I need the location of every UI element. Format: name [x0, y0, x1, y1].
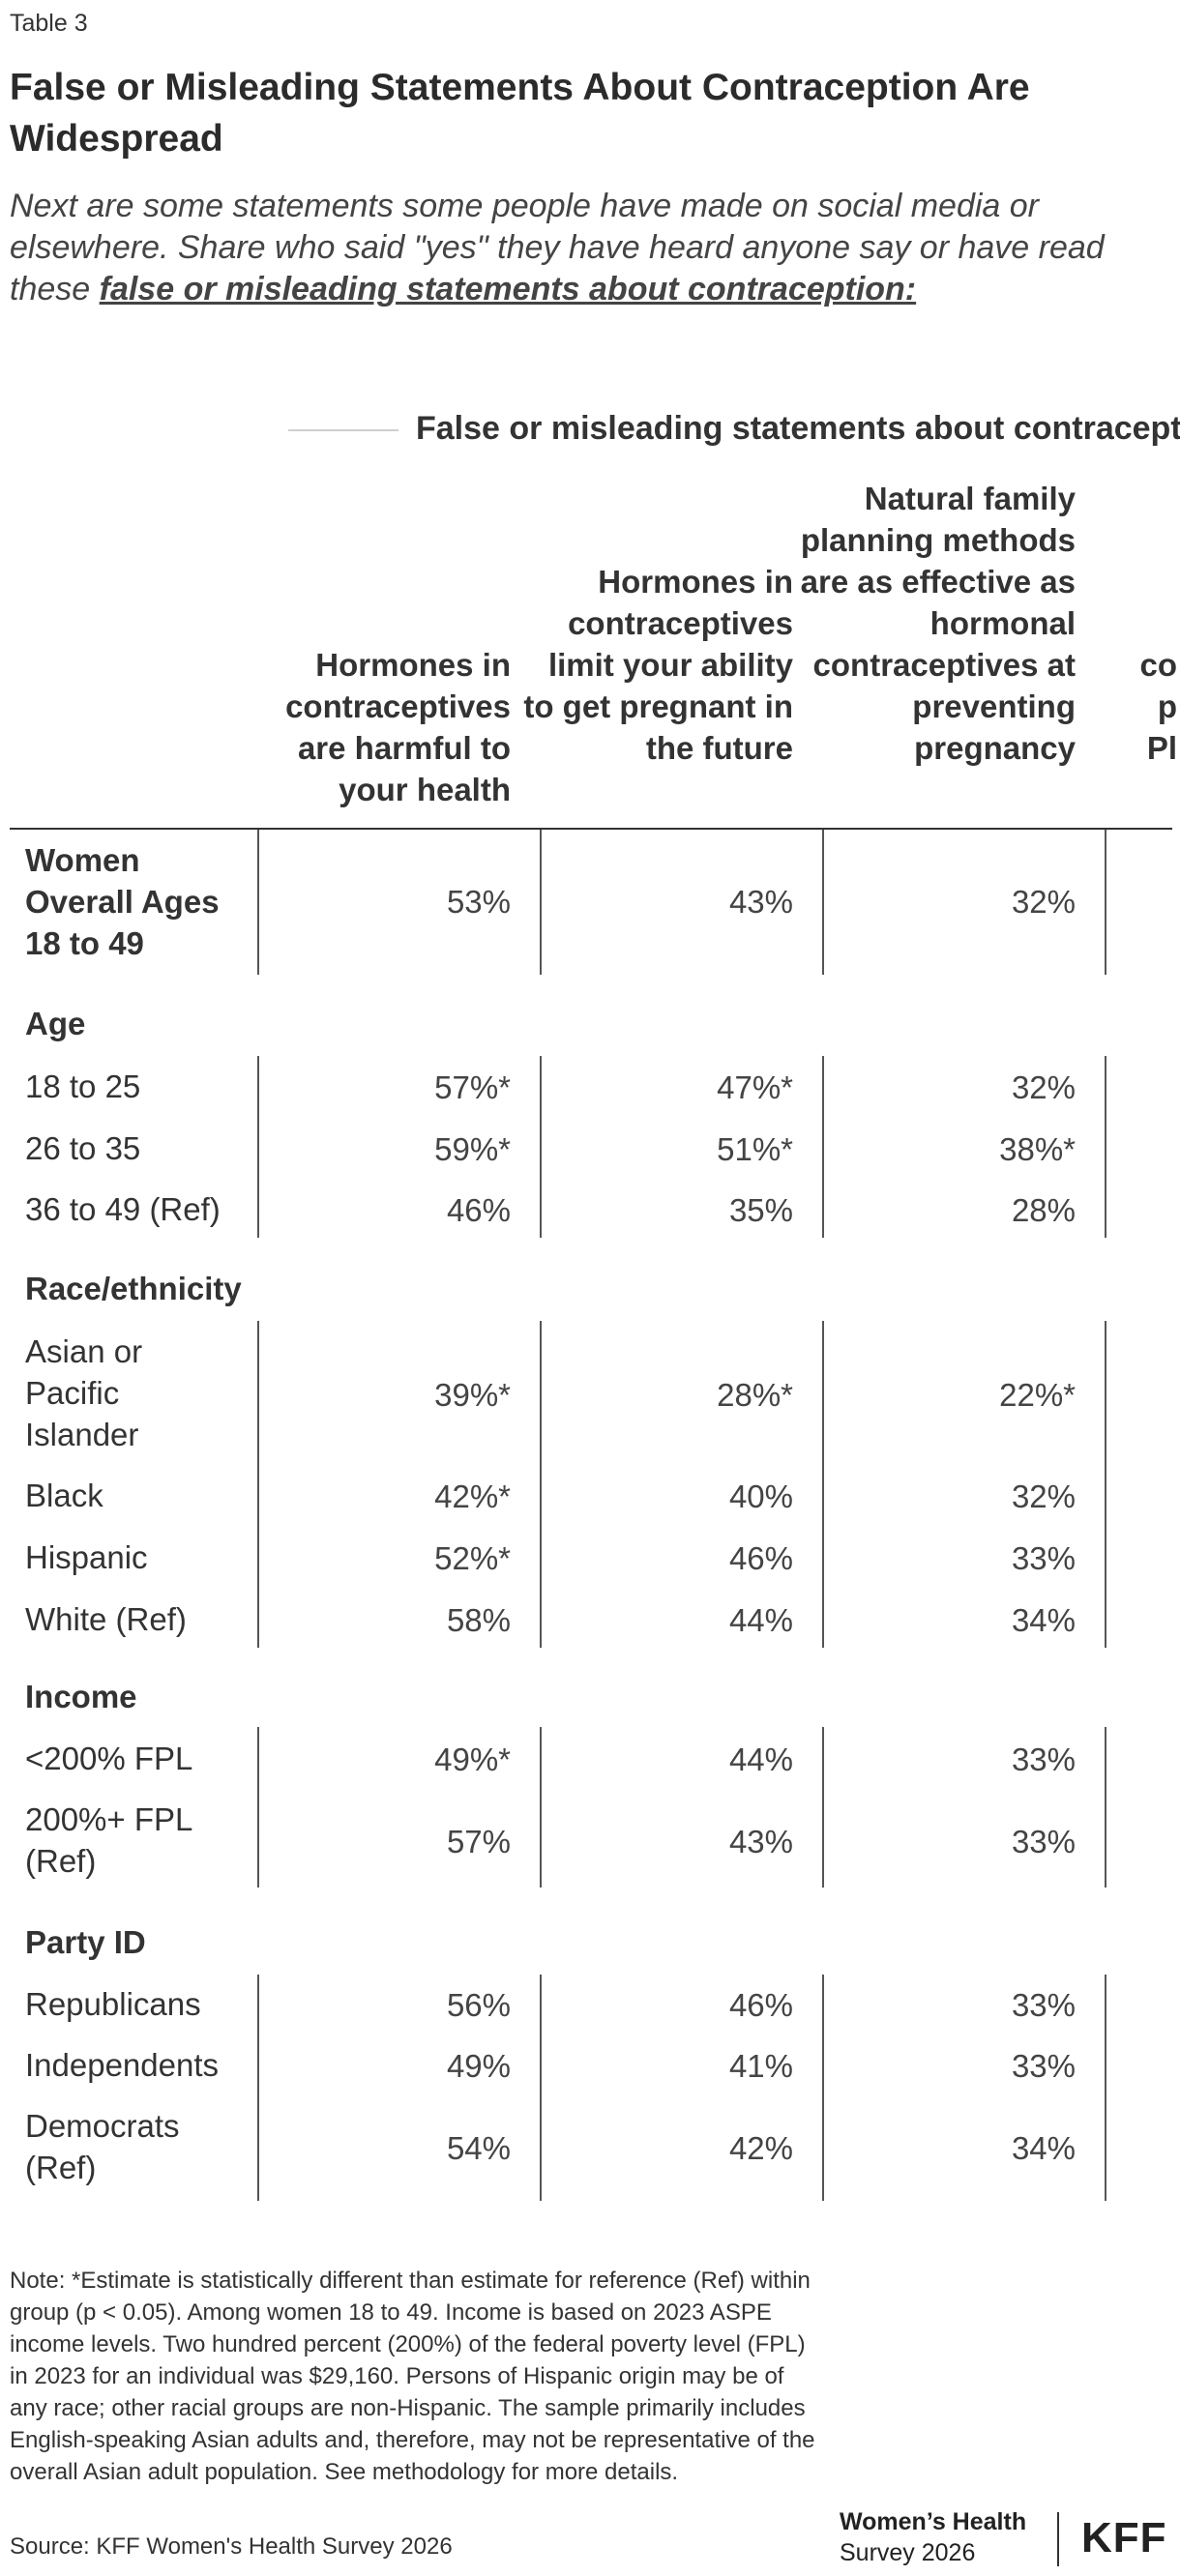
table-cell: 44%: [728, 1602, 793, 1638]
table-cell: 35%: [728, 1192, 793, 1228]
column-group-rule: [288, 429, 398, 431]
table-cell: 34%: [1011, 1602, 1076, 1638]
section-heading-party: Party ID: [25, 1924, 146, 1960]
column-header-3: Natural family planning methods are as e…: [800, 481, 1076, 766]
column-divider: [822, 1321, 824, 1648]
subtitle-text: Next are some statements some people hav…: [10, 188, 1105, 307]
row-label: Democrats (Ref): [25, 2108, 180, 2185]
page-title: False or Misleading Statements About Con…: [10, 67, 1030, 160]
table-cell: 42%: [728, 2130, 793, 2166]
column-divider: [822, 1727, 824, 1888]
table-cell: 32%: [1011, 1069, 1076, 1105]
survey-logo-line2: Survey 2026: [840, 2539, 976, 2566]
column-group-label: False or misleading statements about con…: [416, 410, 1180, 447]
table-cell: 56%: [446, 1987, 511, 2023]
row-label: 26 to 35: [25, 1130, 141, 1166]
footnote: Note: *Estimate is statistically differe…: [10, 2268, 815, 2485]
table-cell: 46%: [728, 1540, 793, 1576]
row-label: White (Ref): [25, 1601, 187, 1637]
header-rule: [10, 828, 1172, 830]
table-cell: 59%*: [434, 1131, 511, 1167]
column-divider: [257, 1727, 259, 1888]
table-cell: 58%: [446, 1602, 511, 1638]
table-cell: 22%*: [999, 1377, 1076, 1413]
table-cell: 46%: [728, 1987, 793, 2023]
row-label: Independents: [25, 2047, 220, 2083]
column-header-2: Hormones in contraceptives limit your ab…: [523, 564, 793, 766]
column-header-4-fragment-2: p: [1157, 688, 1177, 724]
survey-logo-line1: Women’s Health: [840, 2508, 1027, 2535]
table-cell: 33%: [1011, 1742, 1076, 1777]
table-cell: 38%*: [999, 1131, 1076, 1167]
column-divider: [1105, 1727, 1106, 1888]
column-divider: [1105, 1975, 1106, 2201]
table-cell: 42%*: [434, 1478, 511, 1514]
kff-logo: KFF: [1081, 2514, 1167, 2561]
column-header-4-fragment-3: Pl: [1146, 730, 1177, 766]
row-label: Asian or Pacific Islander: [25, 1333, 143, 1452]
table-cell: 28%*: [717, 1377, 793, 1413]
source-line: Source: KFF Women's Health Survey 2026: [10, 2533, 453, 2560]
row-label: <200% FPL: [25, 1741, 193, 1776]
column-divider: [540, 1056, 542, 1238]
row-label: 18 to 25: [25, 1068, 141, 1104]
column-divider: [1105, 1056, 1106, 1238]
table-cell: 44%: [728, 1742, 793, 1777]
subtitle-emphasis: false or misleading statements about con…: [99, 271, 917, 307]
column-divider: [822, 1056, 824, 1238]
table-cell: 41%: [728, 2048, 793, 2084]
table-cell: 47%*: [717, 1069, 793, 1105]
table-cell: 33%: [1011, 1987, 1076, 2023]
table-cell: 28%: [1011, 1192, 1076, 1228]
column-header-4-fragment-1: co: [1139, 647, 1177, 683]
column-divider: [540, 1321, 542, 1648]
column-divider: [257, 1321, 259, 1648]
section-heading-race: Race/ethnicity: [25, 1271, 242, 1306]
table-cell: 43%: [728, 1824, 793, 1859]
row-label: Black: [25, 1478, 103, 1513]
column-divider: [257, 1056, 259, 1238]
table-label: Table 3: [10, 10, 88, 37]
table-cell: 46%: [446, 1192, 511, 1228]
table-cell: 32%: [1011, 1478, 1076, 1514]
column-divider: [540, 1727, 542, 1888]
table-cell: 57%*: [434, 1069, 511, 1105]
column-divider: [1105, 830, 1106, 975]
table-cell: 40%: [728, 1478, 793, 1514]
table-cell: 51%*: [717, 1131, 793, 1167]
column-divider: [257, 830, 259, 975]
table-cell: 39%*: [434, 1377, 511, 1413]
column-divider: [540, 830, 542, 975]
cell-overall-1: 53%: [446, 884, 511, 920]
row-label: 36 to 49 (Ref): [25, 1191, 221, 1227]
column-divider: [822, 830, 824, 975]
column-divider: [540, 1975, 542, 2201]
cell-overall-2: 43%: [728, 884, 793, 920]
table-cell: 34%: [1011, 2130, 1076, 2166]
page-subtitle: Next are some statements some people hav…: [10, 186, 1170, 310]
table-cell: 52%*: [434, 1540, 511, 1576]
row-label: 200%+ FPL (Ref): [25, 1801, 192, 1879]
row-label: Republicans: [25, 1986, 201, 2022]
column-header-1: Hormones in contraceptives are harmful t…: [285, 647, 511, 807]
row-label-overall: Women Overall Ages 18 to 49: [25, 842, 220, 961]
column-divider: [1105, 1321, 1106, 1648]
table-cell: 54%: [446, 2130, 511, 2166]
section-heading-age: Age: [25, 1006, 86, 1041]
table-cell: 57%: [446, 1824, 511, 1859]
section-heading-income: Income: [25, 1679, 137, 1714]
table-cell: 49%: [446, 2048, 511, 2084]
table-cell: 49%*: [434, 1742, 511, 1777]
column-divider: [257, 1975, 259, 2201]
table-cell: 33%: [1011, 1824, 1076, 1859]
table-cell: 33%: [1011, 2048, 1076, 2084]
table-cell: 33%: [1011, 1540, 1076, 1576]
cell-overall-3: 32%: [1011, 884, 1076, 920]
row-label: Hispanic: [25, 1539, 148, 1575]
column-divider: [822, 1975, 824, 2201]
logo-divider: [1057, 2512, 1059, 2566]
